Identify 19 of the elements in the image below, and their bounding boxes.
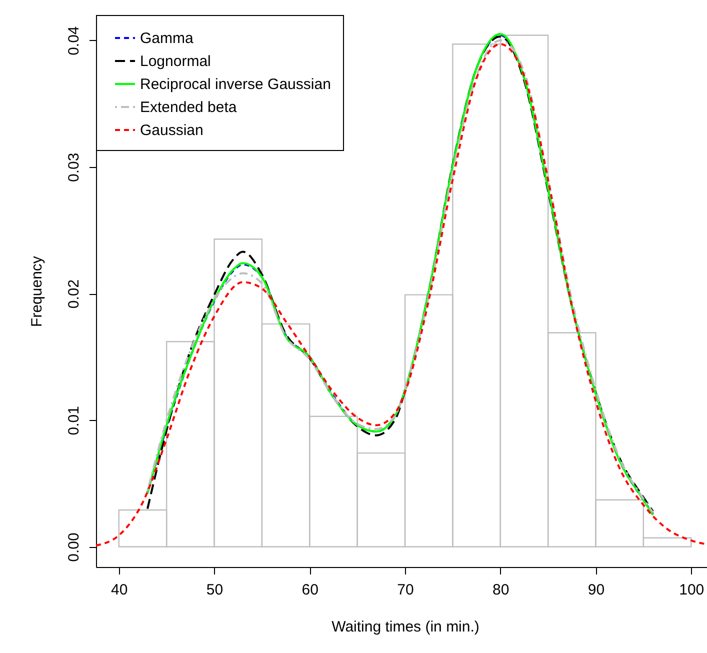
legend-label: Gaussian bbox=[140, 122, 204, 139]
legend-label: Extended beta bbox=[140, 99, 238, 116]
x-tick-label: 100 bbox=[679, 582, 704, 598]
x-tick-label: 90 bbox=[588, 582, 605, 598]
y-tick-label: 0.00 bbox=[66, 532, 82, 562]
y-tick-label: 0.01 bbox=[66, 406, 82, 436]
y-tick-label: 0.04 bbox=[66, 26, 82, 56]
x-tick-label: 50 bbox=[206, 582, 224, 598]
legend-label: Reciprocal inverse Gaussian bbox=[140, 76, 331, 93]
y-tick-label: 0.03 bbox=[66, 152, 82, 182]
y-tick-label: 0.02 bbox=[66, 279, 82, 309]
x-axis-title: Waiting times (in min.) bbox=[332, 618, 480, 636]
y-axis-title: Frequency bbox=[28, 256, 46, 327]
x-tick-label: 60 bbox=[302, 582, 318, 598]
x-tick-label: 40 bbox=[111, 582, 128, 598]
x-tick-label: 70 bbox=[397, 582, 414, 598]
legend-label: Gamma bbox=[140, 30, 194, 47]
x-tick-label: 80 bbox=[492, 582, 510, 598]
legend-label: Lognormal bbox=[140, 53, 211, 70]
